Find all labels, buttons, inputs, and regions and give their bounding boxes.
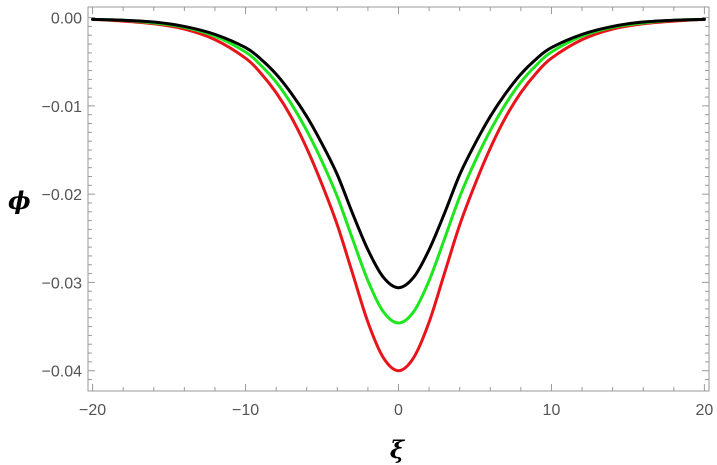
x-tick-label: −10 — [232, 402, 259, 419]
y-tick-label: 0.00 — [51, 11, 82, 28]
x-tick-label: 20 — [696, 402, 714, 419]
series-line-1 — [91, 17, 706, 373]
x-tick-label: −20 — [79, 402, 106, 419]
x-tick-label: 10 — [543, 402, 561, 419]
series-line-3 — [91, 17, 706, 290]
plot-frame — [87, 6, 710, 392]
y-axis-title: ϕ — [8, 186, 31, 215]
plot-frame-rect — [87, 6, 710, 392]
y-tick-label: −0.01 — [42, 99, 83, 116]
tick-labels: −20 −10 0 10 20 0.00 −0.01 −0.02 −0.03 −0.04 — [42, 11, 714, 419]
x-axis-title: ξ — [390, 435, 406, 464]
y-tick-label: −0.04 — [42, 364, 83, 381]
y-tick-label: −0.02 — [42, 187, 83, 204]
y-tick-label: −0.03 — [42, 275, 83, 292]
x-tick-label: 0 — [394, 402, 403, 419]
series-lines — [91, 17, 706, 373]
series-line-2 — [91, 17, 706, 325]
axis-ticks — [88, 7, 709, 391]
